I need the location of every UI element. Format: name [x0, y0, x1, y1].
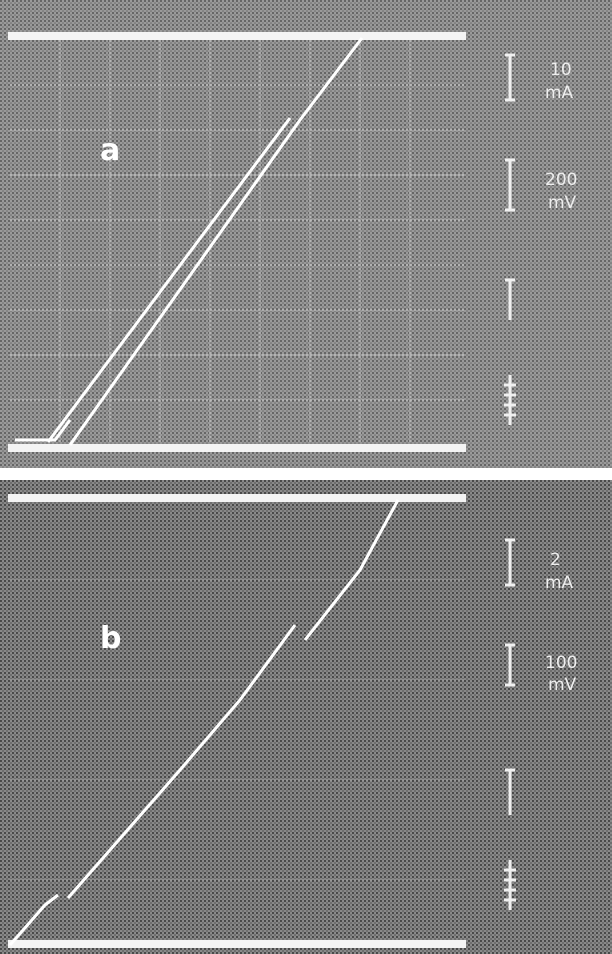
scale-value: 200	[545, 170, 577, 190]
screen-background	[0, 480, 612, 954]
screen-background	[0, 0, 612, 468]
scale-unit: mA	[545, 83, 574, 103]
figure: a 10 mA 200 mV b 2 mA 100 mV	[0, 0, 612, 954]
lower-trace	[8, 940, 466, 948]
panel-label: b	[100, 621, 121, 656]
panel-b: b 2 mA 100 mV	[0, 480, 612, 954]
panel-a: a 10 mA 200 mV	[0, 0, 612, 468]
scale-value: 10	[550, 60, 572, 80]
scale-value: 100	[545, 653, 577, 673]
scale-unit: mA	[545, 573, 574, 593]
scale-unit: mV	[548, 193, 577, 213]
panel-label: a	[100, 133, 120, 168]
lower-trace	[8, 444, 466, 452]
upper-trace	[8, 32, 466, 40]
scale-unit: mV	[548, 675, 577, 695]
scale-value: 2	[550, 550, 561, 570]
